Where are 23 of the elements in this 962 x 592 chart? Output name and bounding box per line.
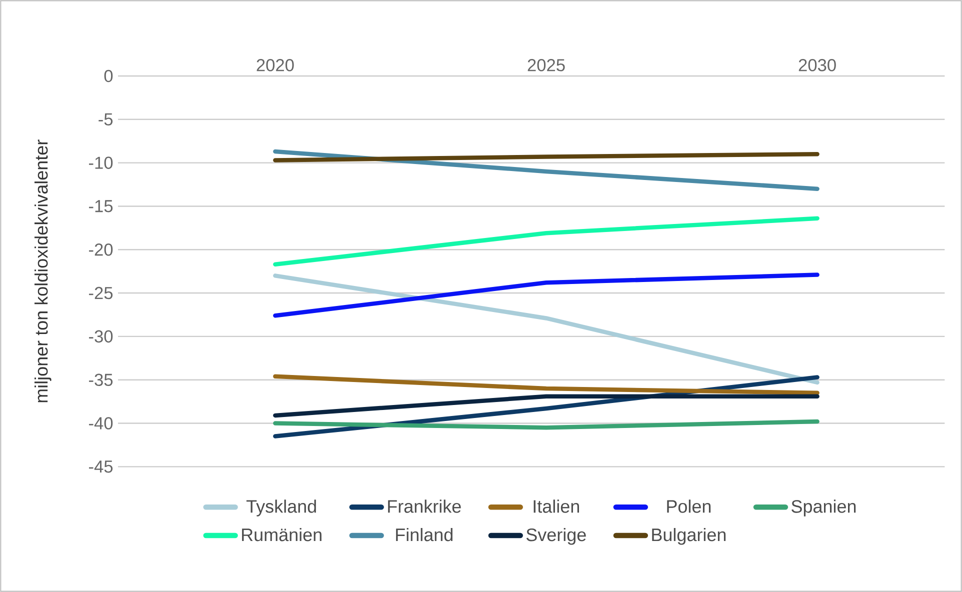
x-tick-label: 2020: [256, 59, 294, 72]
y-tick-label: 0: [104, 70, 113, 82]
legend-label: Italien: [534, 500, 579, 513]
y-tick-label: -35: [89, 374, 113, 386]
y-tick-label: -20: [89, 243, 113, 256]
y-tick-label: -5: [98, 113, 113, 126]
legend-label: Spanien: [792, 500, 856, 516]
legend-label: Rumänien: [242, 528, 322, 542]
legend-label: Frankrike: [388, 500, 461, 513]
y-tick-label: -30: [89, 330, 113, 343]
legend-label: Sverige: [526, 528, 586, 545]
y-tick-label: -45: [89, 460, 113, 473]
legend-label: Polen: [667, 500, 711, 513]
x-tick-label: 2030: [798, 59, 836, 72]
legend-label: Finland: [396, 528, 452, 542]
x-tick-label: 2025: [528, 59, 565, 72]
legend-label: Bulgarien: [652, 528, 726, 545]
y-tick-label: -15: [89, 200, 113, 212]
y-tick-label: -25: [89, 286, 113, 300]
y-tick-label: -40: [89, 417, 113, 430]
y-axis-title: miljoner ton koldioxidekvivalenter: [34, 140, 52, 402]
legend-label: Tyskland: [246, 500, 316, 516]
y-tick-label: -10: [89, 156, 113, 169]
